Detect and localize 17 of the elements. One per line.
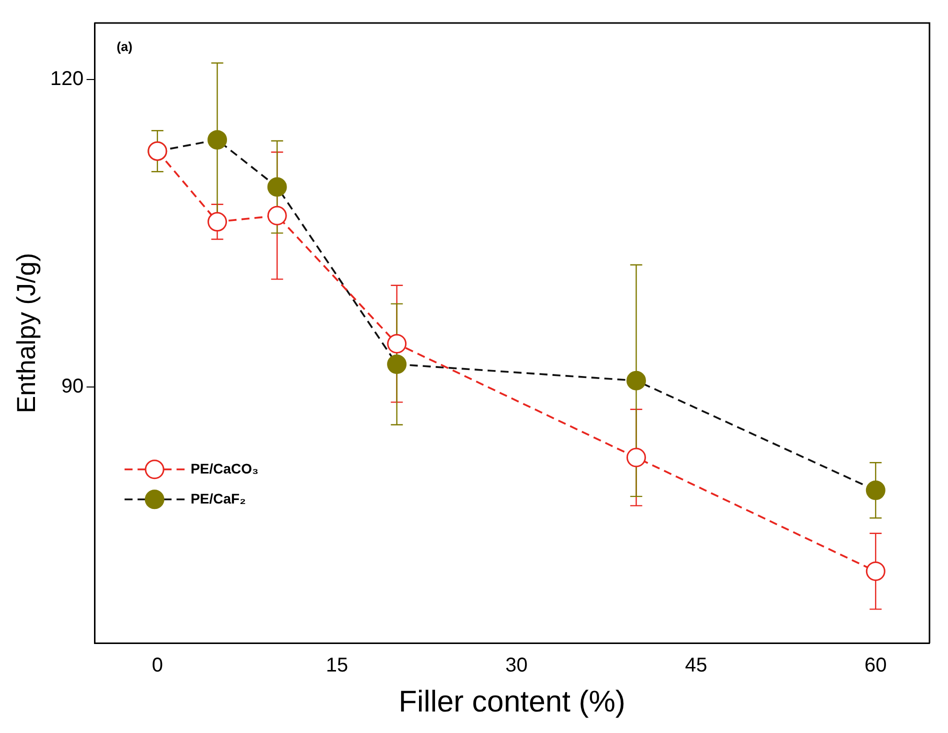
annotation: (a) bbox=[116, 39, 132, 54]
x-axis-title: Filler content (%) bbox=[398, 685, 626, 718]
point bbox=[626, 370, 646, 390]
x-tick-label: 60 bbox=[864, 654, 887, 677]
y-tick-label: 90 bbox=[61, 375, 84, 398]
x-tick-label: 15 bbox=[326, 654, 348, 677]
point bbox=[866, 480, 886, 500]
y-axis-title: Enthalpy (J/g) bbox=[10, 252, 41, 414]
legend-label: PE/CaCO₃ bbox=[190, 460, 259, 476]
x-tick-label: 30 bbox=[505, 654, 528, 677]
y-tick-label: 120 bbox=[50, 68, 84, 90]
point bbox=[387, 354, 407, 374]
x-tick-label: 0 bbox=[152, 654, 163, 677]
point bbox=[208, 130, 228, 150]
point bbox=[267, 177, 287, 197]
legend-label: PE/CaF₂ bbox=[190, 490, 246, 506]
x-tick-label: 45 bbox=[684, 654, 708, 677]
